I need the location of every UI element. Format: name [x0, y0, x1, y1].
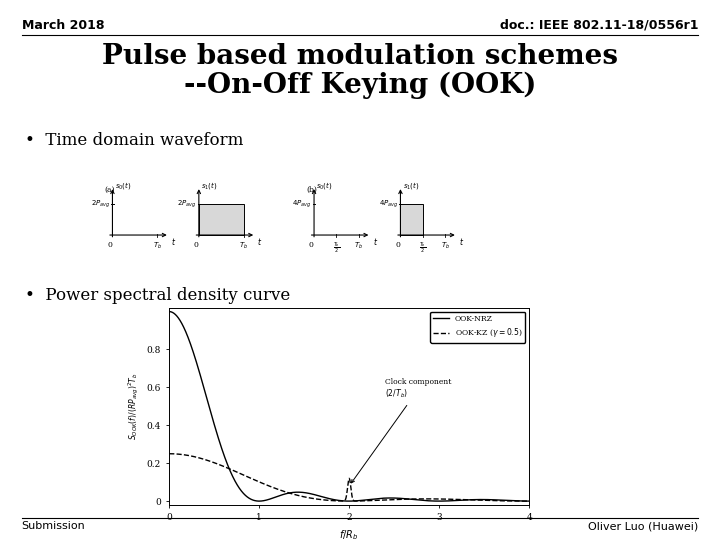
Text: (b): (b)	[307, 186, 318, 193]
Text: March 2018: March 2018	[22, 19, 104, 32]
Text: --On-Off Keying (OOK): --On-Off Keying (OOK)	[184, 71, 536, 99]
Text: $2P_{avg}$: $2P_{avg}$	[177, 198, 197, 210]
Text: (a): (a)	[105, 186, 115, 193]
Text: $T_b$: $T_b$	[354, 241, 364, 251]
OOK-KZ ($\gamma = 0.5$)	[336, 498, 345, 504]
OOK-NRZ	[514, 498, 523, 504]
Text: Submission: Submission	[22, 521, 86, 531]
OOK-NRZ	[496, 497, 505, 503]
Text: $T_b$: $T_b$	[441, 241, 450, 251]
OOK-KZ ($\gamma = 0.5$)	[316, 496, 325, 503]
OOK-NRZ	[316, 493, 325, 500]
X-axis label: $f/R_b$: $f/R_b$	[339, 528, 359, 540]
Text: $\frac{T_b}{2}$: $\frac{T_b}{2}$	[333, 241, 340, 256]
Legend: OOK-NRZ, OOK-KZ ($\gamma = 0.5$): OOK-NRZ, OOK-KZ ($\gamma = 0.5$)	[431, 312, 526, 342]
Text: Oliver Luo (Huawei): Oliver Luo (Huawei)	[588, 521, 698, 531]
Text: $s_{0}(t)$: $s_{0}(t)$	[316, 180, 333, 191]
OOK-NRZ	[525, 498, 534, 504]
Text: $4P_{avg}$: $4P_{avg}$	[379, 198, 398, 210]
Text: Clock component
$(2/T_b)$: Clock component $(2/T_b)$	[351, 378, 451, 483]
OOK-KZ ($\gamma = 0.5$)	[319, 497, 328, 503]
OOK-NRZ	[319, 494, 328, 500]
Text: $s_0(t)$: $s_0(t)$	[114, 180, 131, 191]
Text: $t$: $t$	[459, 236, 464, 247]
Text: doc.: IEEE 802.11-18/0556r1: doc.: IEEE 802.11-18/0556r1	[500, 19, 698, 32]
Text: Pulse based modulation schemes: Pulse based modulation schemes	[102, 43, 618, 70]
OOK-KZ ($\gamma = 0.5$)	[514, 498, 523, 504]
Text: $s_1(t)$: $s_1(t)$	[402, 180, 419, 191]
OOK-NRZ	[336, 497, 345, 504]
OOK-NRZ	[426, 498, 435, 504]
OOK-KZ ($\gamma = 0.5$)	[525, 498, 534, 504]
Text: $\frac{T_b}{2}$: $\frac{T_b}{2}$	[419, 241, 426, 256]
Text: $T_b$: $T_b$	[239, 241, 248, 251]
OOK-NRZ	[165, 308, 174, 315]
Bar	[199, 204, 243, 235]
Text: $T_b$: $T_b$	[153, 241, 162, 251]
OOK-KZ ($\gamma = 0.5$)	[165, 450, 174, 457]
Text: $t$: $t$	[373, 236, 378, 247]
Text: •  Power spectral density curve: • Power spectral density curve	[25, 287, 290, 304]
OOK-KZ ($\gamma = 0.5$)	[496, 497, 505, 504]
Text: 0: 0	[395, 241, 400, 249]
Text: $t$: $t$	[171, 236, 176, 247]
Text: 0: 0	[194, 241, 199, 249]
Text: $2P_{avg}$: $2P_{avg}$	[91, 198, 110, 210]
Line: OOK-KZ ($\gamma = 0.5$): OOK-KZ ($\gamma = 0.5$)	[169, 454, 529, 501]
Text: 0: 0	[309, 241, 314, 249]
Text: $s_1(t)$: $s_1(t)$	[201, 180, 217, 191]
OOK-KZ ($\gamma = 0.5$)	[426, 496, 435, 502]
Y-axis label: $S_{OOK}(f)/(RP_{avg})^2T_b$: $S_{OOK}(f)/(RP_{avg})^2T_b$	[127, 373, 141, 440]
Text: •  Time domain waveform: • Time domain waveform	[25, 132, 243, 149]
Text: $4P_{avg}$: $4P_{avg}$	[292, 198, 312, 210]
Line: OOK-NRZ: OOK-NRZ	[169, 312, 529, 501]
Text: $t$: $t$	[258, 236, 263, 247]
Bar	[400, 204, 423, 235]
Text: 0: 0	[107, 241, 112, 249]
